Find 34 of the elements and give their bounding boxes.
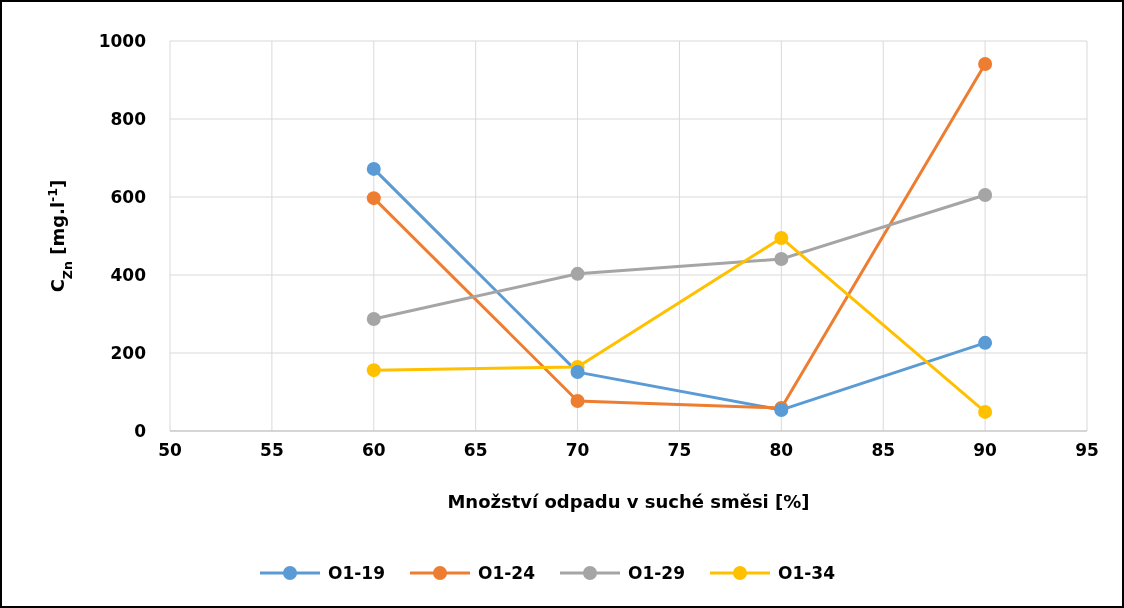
point <box>366 161 381 176</box>
legend-label: O1-29 <box>628 563 685 583</box>
x-tick-label: 70 <box>565 440 590 460</box>
point <box>774 230 789 245</box>
legend-label: O1-24 <box>478 563 536 583</box>
y-tick-label: 400 <box>110 265 147 285</box>
x-tick-label: 80 <box>769 440 794 460</box>
point <box>570 365 585 380</box>
x-axis-title: Množství odpadu v suché směsi [%] <box>447 491 810 512</box>
x-tick-label: 55 <box>260 440 284 460</box>
legend-label: O1-19 <box>328 563 385 583</box>
point <box>366 312 381 327</box>
point <box>366 191 381 206</box>
x-tick-label: 60 <box>361 440 386 460</box>
y-tick-label: 800 <box>110 109 147 129</box>
x-tick-label: 95 <box>1075 440 1099 460</box>
point <box>978 188 993 203</box>
point <box>978 57 993 72</box>
x-tick-label: 75 <box>667 440 692 460</box>
y-tick-label: 600 <box>110 187 147 207</box>
x-tick-label: 90 <box>973 440 998 460</box>
point <box>978 404 993 419</box>
y-tick-label: 1000 <box>98 31 147 51</box>
legend-label: O1-34 <box>778 563 836 583</box>
x-tick-label: 50 <box>158 440 182 460</box>
point <box>366 363 381 378</box>
x-tick-label: 65 <box>463 440 488 460</box>
x-tick-label: 85 <box>871 440 896 460</box>
point <box>570 266 585 281</box>
point <box>774 252 789 267</box>
y-tick-label: 200 <box>110 343 147 363</box>
y-tick-label: 0 <box>134 421 147 441</box>
point <box>570 393 585 408</box>
point <box>978 335 993 350</box>
